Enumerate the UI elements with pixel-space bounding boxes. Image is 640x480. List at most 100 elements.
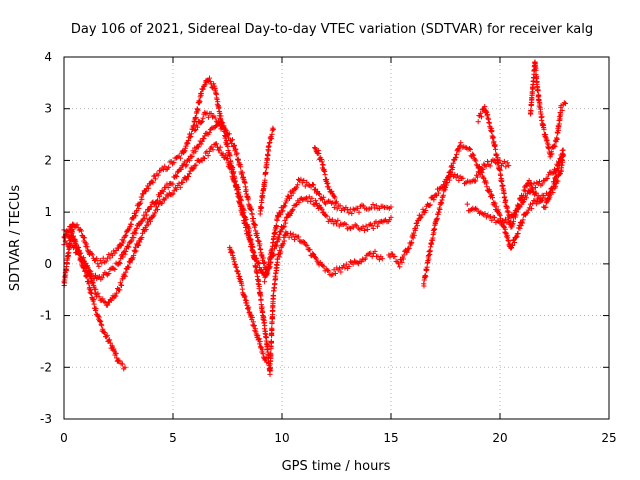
data-point — [128, 238, 135, 244]
chart-title: Day 106 of 2021, Sidereal Day-to-day VTE… — [71, 22, 593, 37]
data-point — [554, 136, 560, 142]
data-point — [332, 195, 338, 201]
data-point — [84, 263, 90, 270]
data-point — [315, 190, 322, 197]
data-point — [413, 225, 419, 231]
data-point — [448, 169, 454, 176]
data-point — [128, 221, 134, 227]
data-point — [78, 250, 84, 256]
data-point — [173, 172, 179, 179]
data-point — [176, 180, 182, 186]
data-point — [150, 180, 156, 186]
data-point — [543, 204, 549, 210]
data-point — [195, 107, 201, 113]
data-point — [114, 355, 120, 361]
data-point — [309, 195, 315, 201]
data-point — [541, 126, 547, 132]
data-point — [554, 173, 560, 179]
data-point — [409, 239, 415, 245]
data-point — [107, 340, 113, 346]
data-point — [186, 158, 192, 164]
data-point — [506, 212, 512, 218]
data-point — [148, 204, 154, 210]
data-point — [524, 210, 530, 216]
data-point — [156, 194, 162, 200]
data-point — [510, 218, 517, 224]
data-point — [99, 322, 105, 328]
data-point — [174, 173, 180, 180]
data-point — [502, 194, 508, 200]
data-point — [178, 166, 184, 172]
data-point — [470, 152, 477, 158]
data-point — [265, 148, 272, 154]
data-point — [444, 179, 450, 186]
data-point — [376, 257, 382, 263]
data-point — [98, 318, 104, 324]
data-point — [547, 189, 553, 195]
data-point — [488, 191, 494, 197]
data-point — [558, 157, 564, 163]
data-point — [112, 250, 118, 256]
data-point — [177, 155, 184, 161]
data-point — [310, 182, 317, 188]
data-point — [247, 232, 253, 238]
data-point — [503, 164, 509, 170]
data-point — [117, 260, 123, 266]
data-point — [258, 296, 264, 302]
data-point — [93, 286, 99, 292]
data-point — [100, 255, 106, 261]
data-point — [140, 191, 146, 197]
data-point — [282, 232, 288, 238]
data-point — [223, 152, 229, 158]
data-point — [560, 147, 566, 153]
data-point — [243, 216, 249, 223]
data-point — [117, 280, 123, 286]
data-point — [237, 274, 243, 280]
data-point — [144, 212, 150, 218]
data-point — [496, 211, 502, 217]
data-point — [304, 243, 310, 249]
data-point — [210, 147, 216, 153]
y-tick-label: -3 — [40, 412, 52, 426]
data-point — [95, 290, 101, 296]
data-point — [426, 256, 432, 262]
data-point — [116, 259, 122, 266]
data-point — [242, 184, 249, 190]
data-point — [233, 264, 239, 270]
data-point — [278, 249, 284, 255]
data-point — [154, 197, 161, 203]
data-point — [392, 253, 398, 260]
data-point — [206, 75, 213, 81]
data-point — [296, 199, 302, 206]
data-point — [198, 90, 204, 96]
data-point — [267, 364, 273, 370]
data-point — [123, 269, 129, 275]
data-point — [269, 332, 275, 339]
data-point — [96, 263, 102, 269]
data-point — [466, 146, 473, 152]
data-point — [118, 282, 125, 289]
data-point — [420, 206, 426, 212]
data-point — [343, 261, 349, 267]
data-point — [188, 133, 194, 140]
data-point — [372, 248, 378, 254]
data-point — [277, 212, 284, 218]
data-point — [99, 275, 105, 281]
data-point — [262, 323, 268, 329]
data-point — [81, 235, 88, 241]
data-point — [431, 197, 437, 203]
data-point — [133, 213, 139, 219]
data-point — [188, 131, 195, 137]
data-point — [83, 241, 90, 247]
x-tick-label: 10 — [274, 431, 289, 445]
data-point — [291, 236, 298, 243]
data-point — [550, 185, 556, 191]
data-point — [326, 268, 332, 274]
data-point — [232, 179, 238, 185]
data-point — [555, 167, 562, 173]
data-point — [74, 222, 80, 228]
data-point — [121, 273, 128, 279]
data-point — [337, 203, 343, 209]
data-point — [233, 181, 239, 188]
data-point — [70, 221, 76, 227]
